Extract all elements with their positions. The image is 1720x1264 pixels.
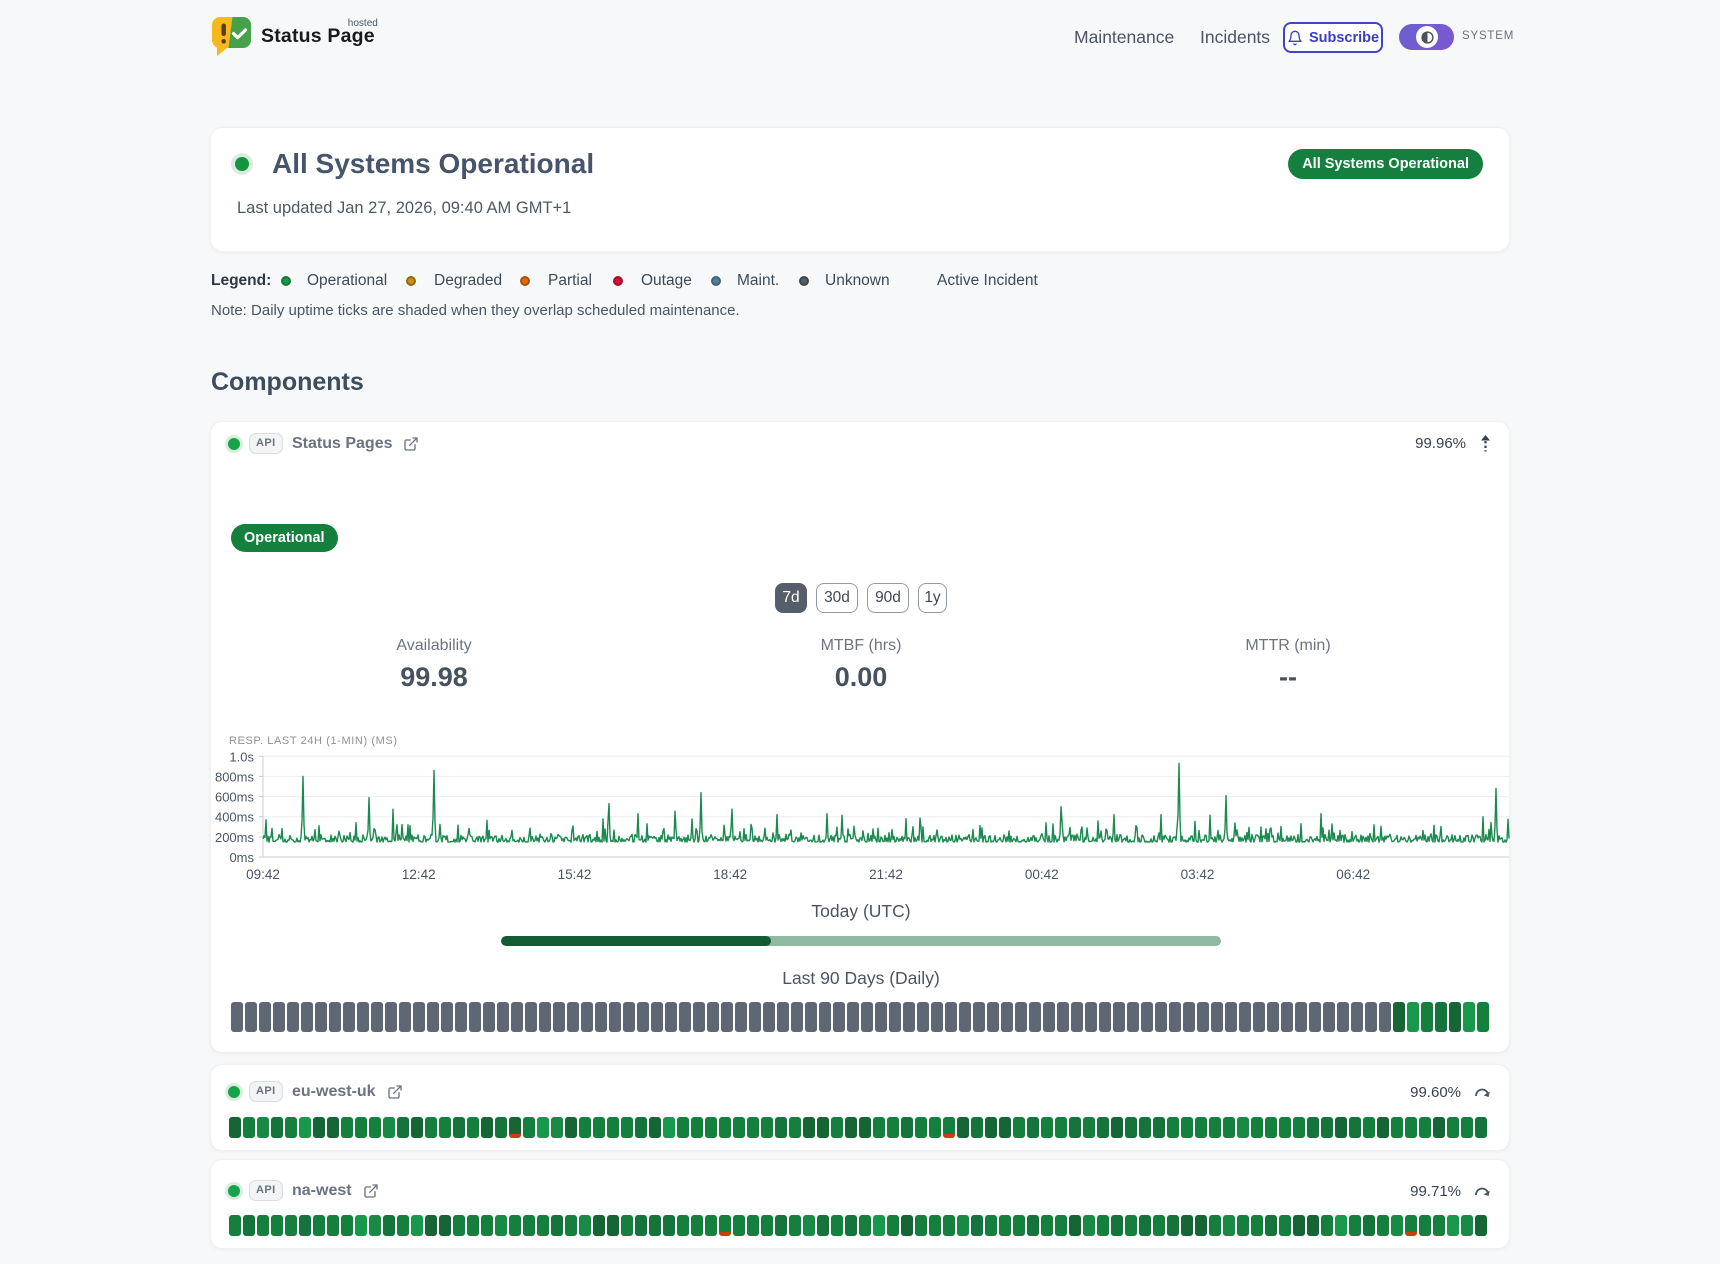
svg-text:800ms: 800ms [215, 769, 255, 784]
svg-text:03:42: 03:42 [1181, 867, 1215, 882]
svg-text:1.0s: 1.0s [229, 749, 254, 764]
svg-text:18:42: 18:42 [713, 867, 747, 882]
svg-text:12:42: 12:42 [402, 867, 436, 882]
svg-text:15:42: 15:42 [558, 867, 592, 882]
svg-text:400ms: 400ms [215, 810, 255, 825]
svg-text:200ms: 200ms [215, 830, 255, 845]
svg-text:600ms: 600ms [215, 790, 255, 805]
svg-text:09:42: 09:42 [246, 867, 280, 882]
svg-text:21:42: 21:42 [869, 867, 903, 882]
svg-text:00:42: 00:42 [1025, 867, 1059, 882]
svg-text:0ms: 0ms [229, 850, 254, 865]
svg-text:RESP. LAST 24H (1-MIN) (MS): RESP. LAST 24H (1-MIN) (MS) [229, 735, 398, 747]
svg-text:06:42: 06:42 [1336, 867, 1370, 882]
